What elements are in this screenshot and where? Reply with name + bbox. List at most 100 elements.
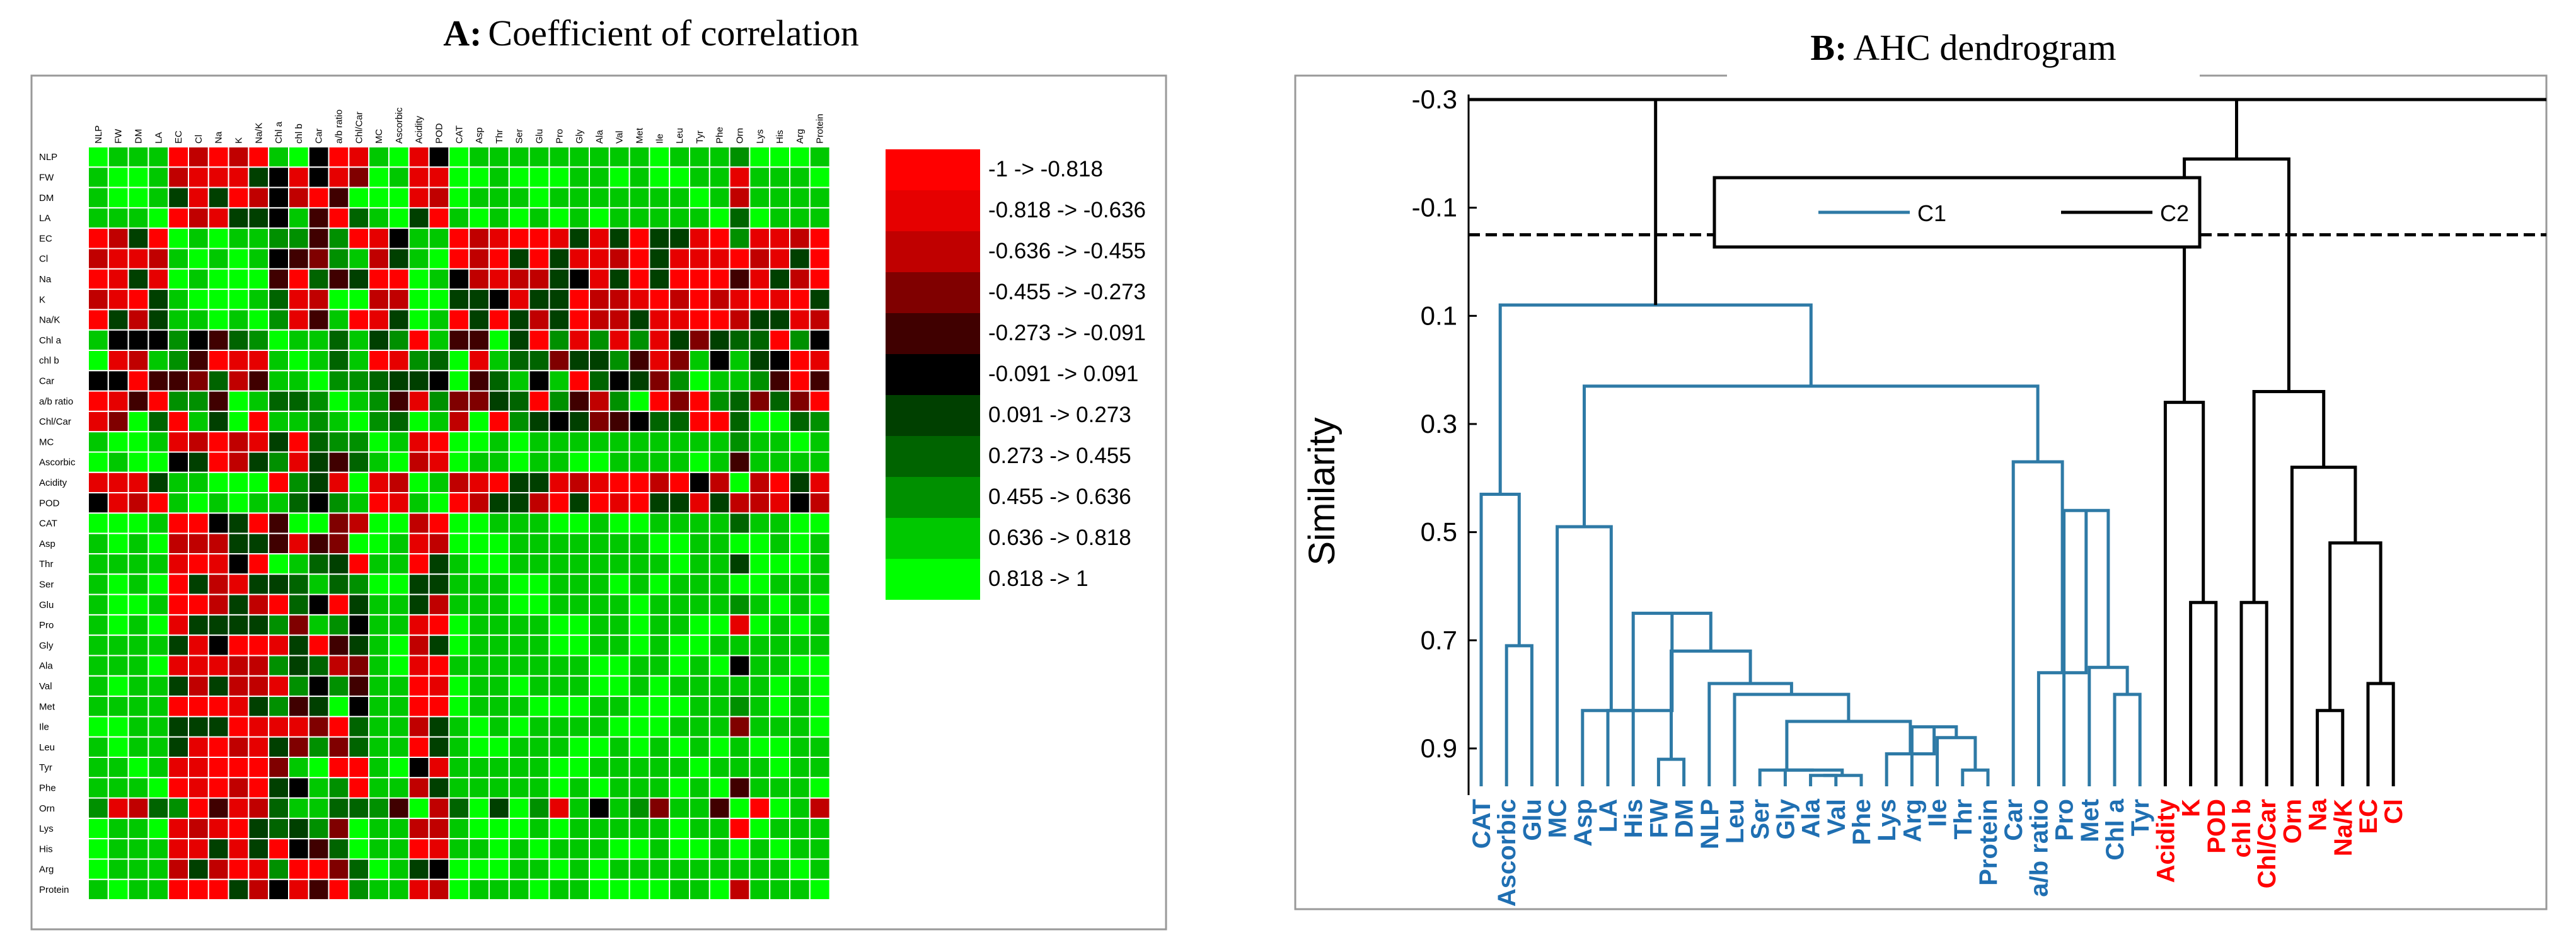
heatmap-cell — [428, 797, 450, 819]
heatmap-cell — [388, 268, 410, 290]
heatmap-cell — [608, 553, 630, 575]
heatmap-cell — [608, 532, 630, 555]
heatmap-cell — [168, 736, 190, 758]
heatmap-cell — [468, 492, 490, 514]
heatmap-cell — [528, 451, 550, 473]
heatmap-cell — [468, 532, 490, 555]
heatmap-cell — [308, 797, 330, 819]
heatmap-cell — [127, 777, 149, 799]
heatmap-cell — [328, 248, 350, 270]
heatmap-cell — [147, 227, 170, 249]
heatmap-cell — [268, 227, 290, 249]
heatmap-cell — [628, 757, 650, 779]
heatmap-cell — [528, 166, 550, 188]
heatmap-cell — [769, 390, 790, 412]
heatmap-cell — [488, 797, 510, 819]
heatmap-cell — [769, 146, 790, 168]
heatmap-cell — [729, 655, 751, 677]
heatmap-cell — [589, 166, 610, 188]
heatmap-cell — [428, 655, 450, 677]
heatmap-cell — [328, 532, 350, 555]
heatmap-cell — [468, 716, 490, 738]
heatmap-cell — [528, 390, 550, 412]
heatmap-cell — [368, 878, 390, 901]
heatmap-cell — [308, 594, 330, 616]
heatmap-cell — [669, 594, 690, 616]
heatmap-cell — [428, 573, 450, 595]
heatmap-cell — [508, 410, 530, 433]
heatmap-cell — [729, 675, 751, 697]
heatmap-cell — [428, 166, 450, 188]
heatmap-cell — [729, 757, 751, 779]
heatmap-cell — [608, 309, 630, 331]
heatmap-cell — [168, 573, 190, 595]
heatmap-cell — [749, 268, 771, 290]
heatmap-cell — [107, 817, 129, 840]
heatmap-cell — [428, 431, 450, 453]
heatmap-cell — [789, 858, 811, 880]
heatmap-col-label: Na — [214, 131, 224, 144]
heatmap-cell — [468, 350, 490, 372]
heatmap-cell — [749, 553, 771, 575]
heatmap-cell — [608, 512, 630, 534]
leaf-label: POD — [2203, 799, 2231, 854]
heatmap-cell — [649, 431, 671, 453]
heatmap-cell — [729, 309, 751, 331]
heatmap-cell — [88, 696, 109, 718]
heatmap-cell — [388, 431, 410, 453]
heatmap-cell — [589, 227, 610, 249]
y-tick-label: 0.3 — [1421, 409, 1457, 439]
heatmap-cell — [508, 207, 530, 229]
heatmap-cell — [488, 451, 510, 473]
heatmap-cell — [448, 248, 470, 270]
heatmap-cell — [708, 227, 731, 249]
heatmap-cell — [488, 492, 510, 514]
heatmap-cell — [669, 370, 690, 392]
heatmap-cell — [88, 777, 109, 799]
heatmap-cell — [308, 146, 330, 168]
heatmap-cell — [708, 471, 731, 494]
leaf-label: Cl — [2380, 799, 2408, 824]
heatmap-cell — [628, 512, 650, 534]
heatmap-cell — [569, 655, 591, 677]
heatmap-cell — [769, 451, 790, 473]
heatmap-cell — [708, 268, 731, 290]
heatmap-cell — [589, 186, 610, 209]
heatmap-cell — [328, 410, 350, 433]
leaf-label: Phe — [1848, 799, 1876, 845]
heatmap-cell — [268, 716, 290, 738]
heatmap-cell — [689, 207, 710, 229]
heatmap-cell — [669, 289, 690, 311]
heatmap-cell — [749, 573, 771, 595]
heatmap-cell — [548, 370, 570, 392]
heatmap-cell — [608, 696, 630, 718]
heatmap-cell — [268, 309, 290, 331]
heatmap-row-label: Acidity — [39, 478, 67, 488]
legend-swatch — [886, 354, 980, 395]
heatmap-cell — [488, 736, 510, 758]
leaf-label: Acidity — [2152, 798, 2180, 883]
heatmap-cell — [248, 553, 270, 575]
heatmap-cell — [729, 858, 751, 880]
heatmap-cell — [649, 838, 671, 860]
heatmap-cell — [809, 431, 831, 453]
heatmap-cell — [328, 777, 350, 799]
heatmap-cell — [528, 512, 550, 534]
heatmap-cell — [528, 329, 550, 352]
heatmap-cell — [649, 390, 671, 412]
heatmap-cell — [168, 655, 190, 677]
heatmap-cell — [268, 736, 290, 758]
leaf-label: Pro — [2051, 799, 2079, 841]
panel-a-letter: A: — [443, 13, 482, 54]
heatmap-cell — [729, 634, 751, 657]
heatmap-cell — [589, 614, 610, 636]
heatmap-cell — [689, 716, 710, 738]
heatmap-row-label: LA — [39, 213, 50, 224]
legend-swatch — [886, 436, 980, 477]
heatmap-cell — [608, 227, 630, 249]
heatmap-cell — [228, 166, 250, 188]
heatmap-cell — [268, 553, 290, 575]
leaf-label: Chl a — [2101, 798, 2129, 861]
heatmap-cell — [127, 329, 149, 352]
heatmap-cell — [388, 858, 410, 880]
